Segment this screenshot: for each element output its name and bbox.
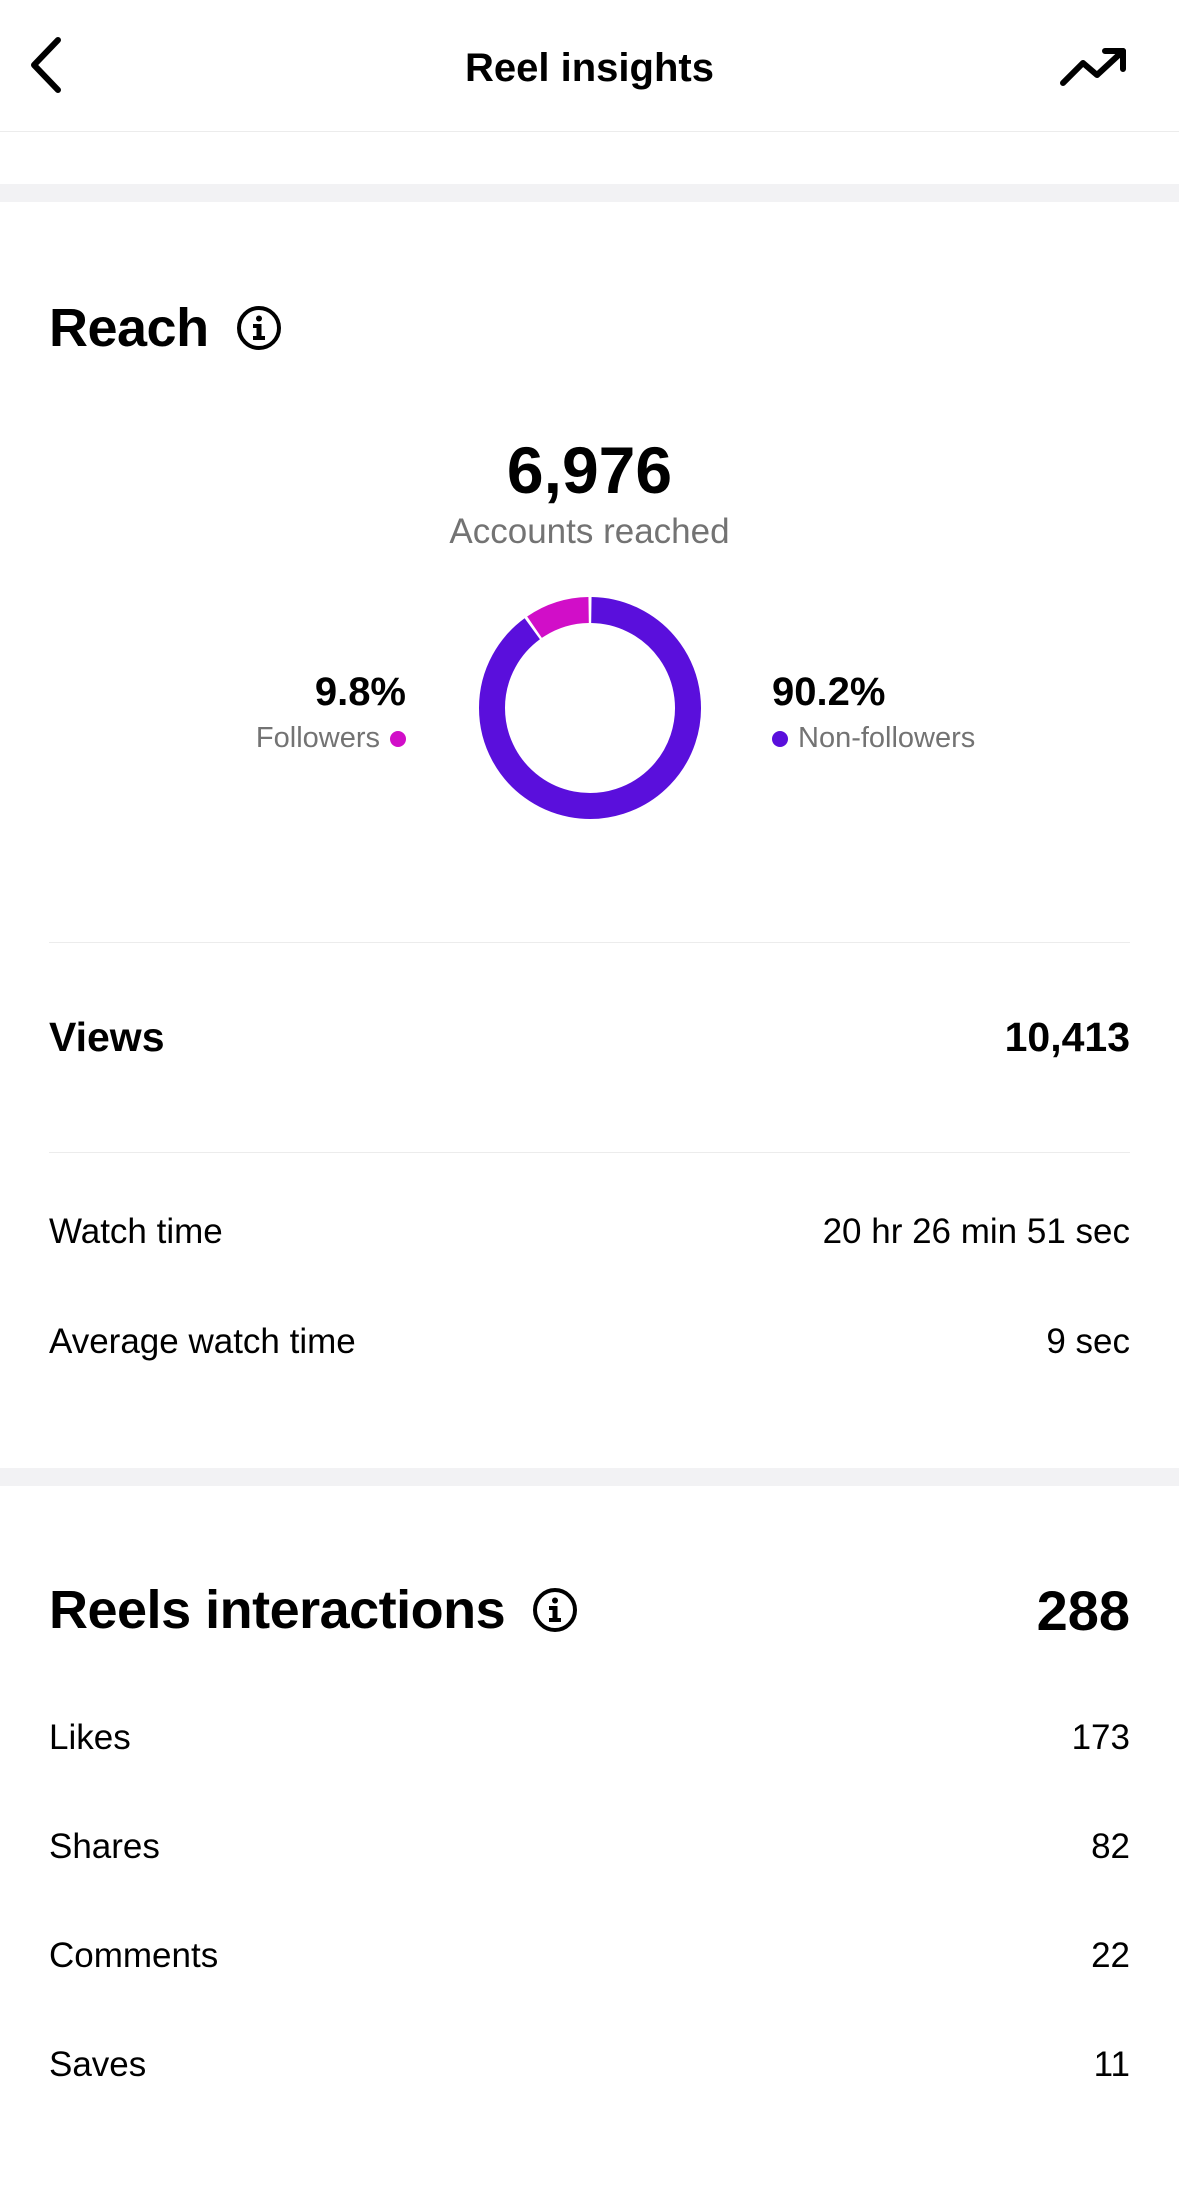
back-button[interactable] [24, 36, 68, 94]
non-followers-dot [772, 730, 788, 747]
shares-row: Shares 82 [49, 1823, 1130, 1871]
average-watch-time-row: Average watch time 9 sec [49, 1318, 1130, 1366]
accounts-reached-value: 6,976 [506, 433, 673, 507]
reels-interactions-info-button[interactable] [531, 1586, 579, 1634]
saves-value: 11 [1093, 2045, 1130, 2084]
views-label: Views [49, 1013, 165, 1060]
average-watch-time-label: Average watch time [49, 1322, 356, 1361]
divider [49, 942, 1130, 943]
non-followers-segment [479, 597, 701, 819]
section-separator [0, 1468, 1179, 1486]
saves-label: Saves [49, 2045, 147, 2084]
reach-info-button[interactable] [235, 304, 283, 352]
followers-segment [527, 597, 590, 639]
reach-title: Reach [49, 298, 209, 358]
divider [49, 1152, 1130, 1153]
non-followers-percent: 90.2% [772, 670, 886, 714]
reels-interactions-title: Reels interactions [49, 1580, 506, 1640]
average-watch-time-value: 9 sec [1046, 1322, 1130, 1361]
non-followers-label: Non-followers [798, 722, 976, 754]
likes-row: Likes 173 [49, 1714, 1130, 1762]
likes-value: 173 [1071, 1718, 1130, 1757]
likes-label: Likes [49, 1718, 131, 1757]
watch-time-label: Watch time [49, 1212, 223, 1251]
watch-time-value: 20 hr 26 min 51 sec [822, 1212, 1130, 1251]
shares-label: Shares [49, 1827, 160, 1866]
trending-up-icon [1060, 48, 1126, 86]
accounts-reached-label: Accounts reached [449, 512, 730, 551]
reels-interactions-header: Reels interactions 288 [49, 1574, 1130, 1646]
followers-dot [390, 730, 406, 747]
section-separator [0, 184, 1179, 202]
shares-value: 82 [1091, 1827, 1130, 1866]
reach-donut-chart [479, 597, 701, 819]
page-title: Reel insights [465, 46, 714, 90]
followers-label: Followers [255, 722, 380, 754]
chevron-left-icon [31, 37, 61, 93]
reels-interactions-total: 288 [1036, 1578, 1130, 1642]
non-followers-legend: 90.2% Non-followers [772, 668, 975, 755]
views-value: 10,413 [1004, 1013, 1130, 1060]
info-icon [236, 306, 281, 350]
followers-percent: 9.8% [314, 670, 406, 714]
info-icon [533, 1588, 578, 1632]
saves-row: Saves 11 [49, 2041, 1130, 2089]
comments-label: Comments [49, 1936, 219, 1975]
watch-time-row: Watch time 20 hr 26 min 51 sec [49, 1208, 1130, 1256]
followers-legend: 9.8% Followers [256, 668, 406, 755]
comments-value: 22 [1091, 1936, 1130, 1975]
views-row[interactable]: Views 10,413 [49, 1010, 1130, 1064]
comments-row: Comments 22 [49, 1932, 1130, 1980]
trend-button[interactable] [1057, 42, 1131, 92]
reach-header: Reach [49, 292, 283, 364]
top-nav-bar: Reel insights [0, 0, 1179, 132]
